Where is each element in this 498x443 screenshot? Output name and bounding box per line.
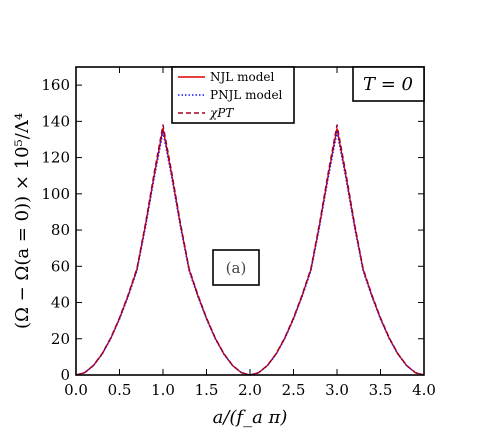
x-axis-label: a/(f_a π) [213, 407, 288, 428]
y-tick-label: 120 [41, 149, 70, 167]
x-tick-label: 3.5 [369, 381, 393, 399]
panel-label-box [212, 249, 260, 286]
y-tick-label: 20 [51, 330, 70, 348]
x-tick-label: 1.5 [195, 381, 219, 399]
legend-label-chipt: χPT [209, 106, 234, 120]
x-tick-label: 2.5 [282, 381, 306, 399]
y-tick-label: 60 [51, 257, 70, 275]
x-tick-label: 3.0 [325, 381, 349, 399]
y-tick-label: 140 [41, 112, 70, 130]
legend: NJL model PNJL model χPT [171, 66, 295, 124]
panel-label-text: (a) [226, 259, 247, 277]
x-tick-label: 1.0 [151, 381, 175, 399]
legend-label-njl: NJL model [210, 70, 274, 84]
x-tick-label: 0.0 [64, 381, 88, 399]
y-tick-label: 40 [51, 294, 70, 312]
y-tick-label: 100 [41, 185, 70, 203]
y-tick-label: 80 [51, 221, 70, 239]
x-tick-label: 0.5 [108, 381, 132, 399]
legend-label-pnjl: PNJL model [210, 88, 283, 102]
y-axis-label: (Ω − Ω(a = 0)) × 10⁵/Λ⁴ [12, 113, 33, 329]
temperature-annotation: T = 0 [352, 66, 425, 102]
y-tick-label: 0 [60, 366, 70, 384]
annotation-text: T = 0 [363, 74, 413, 95]
y-tick-label: 160 [41, 76, 70, 94]
ticks-layer: 0.0 0.5 1.0 1.5 2.0 2.5 3.0 3.5 4.0 0 20 40 60 80 100 1… [41, 67, 436, 399]
x-tick-label: 4.0 [412, 381, 436, 399]
annotation-box [352, 66, 425, 102]
x-tick-label: 2.0 [238, 381, 262, 399]
panel-label: (a) [212, 249, 260, 286]
